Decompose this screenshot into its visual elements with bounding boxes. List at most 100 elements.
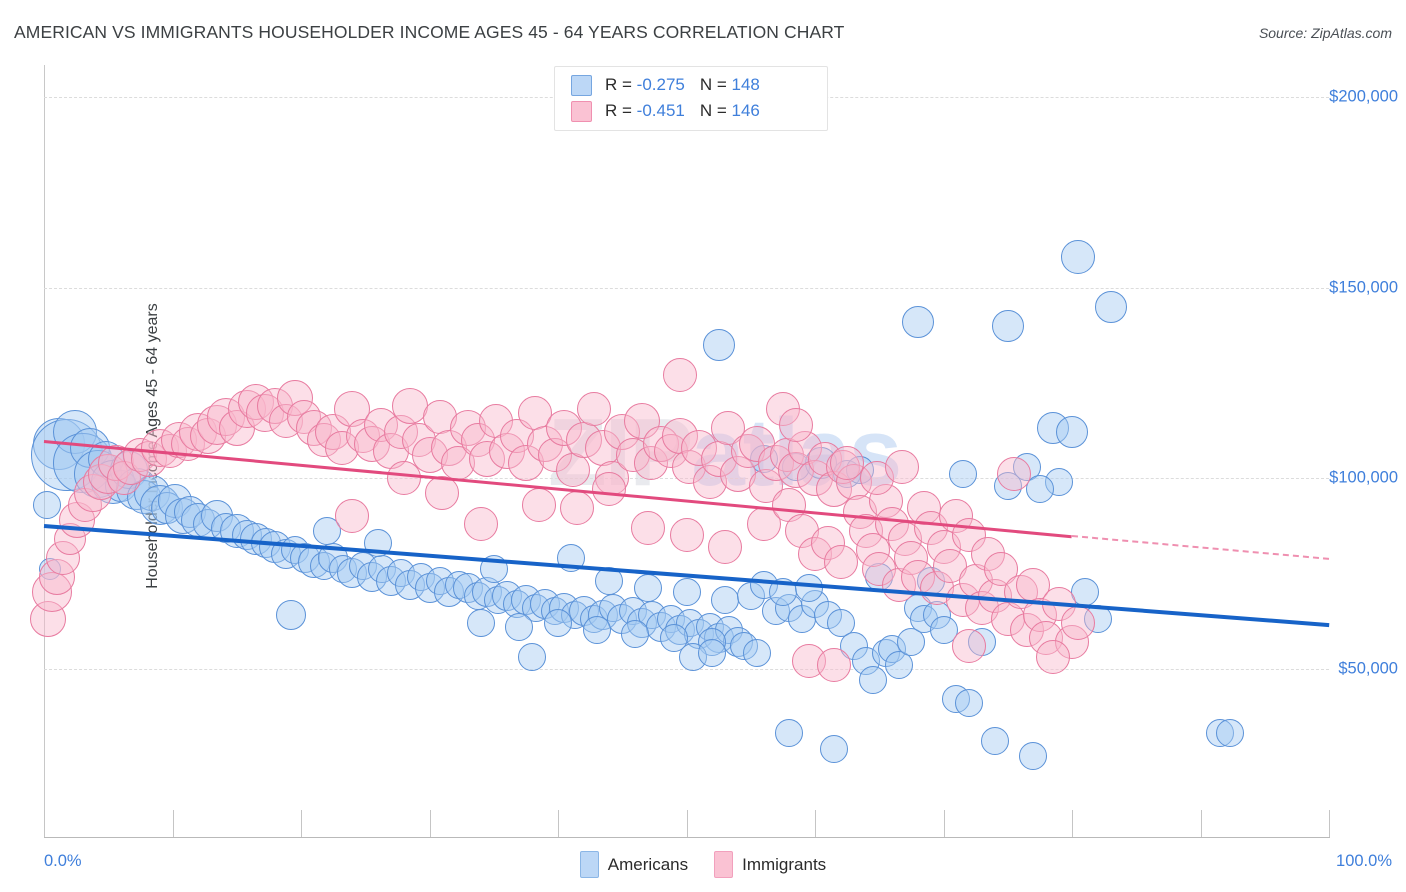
legend-n-value-immigrants: 146 <box>731 101 760 120</box>
x-axis-tick <box>1200 810 1202 837</box>
scatter-point-a <box>948 460 977 489</box>
series-legend-item-americans[interactable]: Americans <box>579 851 689 878</box>
x-axis-tick <box>429 810 431 837</box>
scatter-point-a <box>312 517 341 546</box>
scatter-point-i <box>778 407 813 442</box>
scatter-point-i <box>386 461 421 495</box>
series-legend-item-immigrants[interactable]: Immigrants <box>714 851 826 878</box>
scatter-point-i <box>592 472 627 507</box>
scatter-point-a <box>955 688 984 717</box>
scatter-point-a <box>980 726 1009 755</box>
scatter-point-a <box>621 620 650 649</box>
scatter-point-i <box>576 392 611 427</box>
scatter-point-a <box>582 616 611 645</box>
gridline <box>44 287 1329 289</box>
scatter-point-i <box>663 358 698 393</box>
legend-swatch-immigrants <box>571 100 592 122</box>
scatter-point-a <box>544 608 572 637</box>
scatter-point-i <box>463 506 498 541</box>
x-axis-min-label: 0.0% <box>44 852 82 870</box>
scatter-point-i <box>521 487 556 522</box>
scatter-point-a <box>1019 742 1048 771</box>
scatter-point-i <box>517 396 552 431</box>
scatter-point-a <box>1216 719 1245 748</box>
scatter-point-a <box>32 490 61 519</box>
scatter-point-i <box>708 529 743 564</box>
scatter-point-a <box>595 566 624 595</box>
scatter-point-a <box>466 608 495 637</box>
page-title: AMERICAN VS IMMIGRANTS HOUSEHOLDER INCOM… <box>14 22 845 42</box>
scatter-point-i <box>830 445 865 480</box>
scatter-point-a <box>505 612 534 641</box>
y-axis-tick-label: $100,000 <box>1329 468 1398 487</box>
scatter-point-a <box>858 665 887 694</box>
series-label-immigrants: Immigrants <box>742 854 827 874</box>
legend-row-americans: R = -0.275 N = 148 <box>571 73 760 97</box>
x-axis-tick <box>943 810 945 837</box>
x-axis-line <box>44 837 1330 838</box>
x-axis-tick <box>1072 810 1073 837</box>
scatter-point-i <box>823 544 858 579</box>
legend-swatch-americans <box>571 74 592 96</box>
scatter-point-a <box>901 305 934 338</box>
scatter-point-a <box>743 639 772 668</box>
x-axis-tick <box>1329 810 1330 837</box>
series-legend: Americans Immigrants <box>0 851 1406 878</box>
legend-n-value-americans: 148 <box>731 75 760 94</box>
y-axis-tick-label: $50,000 <box>1338 659 1398 677</box>
scatter-point-a <box>698 639 727 668</box>
scatter-point-i <box>1061 605 1096 640</box>
scatter-point-a <box>672 578 701 607</box>
scatter-point-i <box>560 491 595 526</box>
scatter-point-i <box>556 453 591 488</box>
legend-r-value-americans: -0.275 <box>636 75 685 94</box>
x-axis-tick <box>815 810 816 837</box>
scatter-point-i <box>859 461 894 495</box>
x-axis-tick <box>686 810 688 837</box>
scatter-point-a <box>364 528 393 557</box>
scatter-point-i <box>669 518 704 553</box>
scatter-point-i <box>997 457 1032 492</box>
y-axis-tick-label: $150,000 <box>1329 278 1398 296</box>
scatter-point-a <box>711 585 740 614</box>
scatter-point-a <box>1094 290 1127 323</box>
series-label-americans: Americans <box>607 854 689 874</box>
plot-area <box>29 65 1330 835</box>
scatter-point-i <box>1035 640 1070 675</box>
x-axis-tick <box>44 810 45 837</box>
legend-n-label-immigrants: N = <box>699 101 732 120</box>
x-axis-max-label: 100.0% <box>1336 852 1392 870</box>
legend-row-immigrants: R = -0.451 N = 146 <box>571 99 760 123</box>
scatter-point-a <box>1025 475 1054 504</box>
legend-r-label-americans: R = <box>605 75 637 94</box>
scatter-point-i <box>425 476 460 511</box>
legend-n-label-americans: N = <box>699 75 732 94</box>
scatter-point-i <box>630 510 665 545</box>
scatter-point-i <box>952 518 987 553</box>
scatter-point-a <box>775 719 804 748</box>
series-swatch-americans <box>579 851 599 878</box>
scatter-point-a <box>820 734 849 763</box>
scatter-point-a <box>633 574 662 603</box>
x-axis-tick <box>301 810 302 837</box>
series-swatch-immigrants <box>714 851 734 878</box>
scatter-point-i <box>335 499 370 534</box>
scatter-point-i <box>885 449 920 484</box>
scatter-point-a <box>702 328 735 361</box>
legend-r-value-immigrants: -0.451 <box>636 101 685 120</box>
x-axis-tick <box>558 810 559 837</box>
scatter-point-i <box>952 628 987 663</box>
scatter-point-a <box>1061 240 1096 275</box>
scatter-point-a <box>991 309 1024 342</box>
correlation-legend: R = -0.275 N = 148 R = -0.451 N = 146 <box>554 66 828 131</box>
scatter-point-a <box>275 600 306 631</box>
trendline-immigrants-extension <box>1071 535 1330 560</box>
scatter-point-i <box>710 411 745 446</box>
x-axis-tick <box>172 810 174 837</box>
y-axis-tick-label: $200,000 <box>1329 87 1398 106</box>
scatter-point-a <box>1056 416 1088 449</box>
scatter-point-a <box>794 574 823 603</box>
scatter-point-a <box>768 578 797 607</box>
legend-r-label-immigrants: R = <box>605 101 637 120</box>
